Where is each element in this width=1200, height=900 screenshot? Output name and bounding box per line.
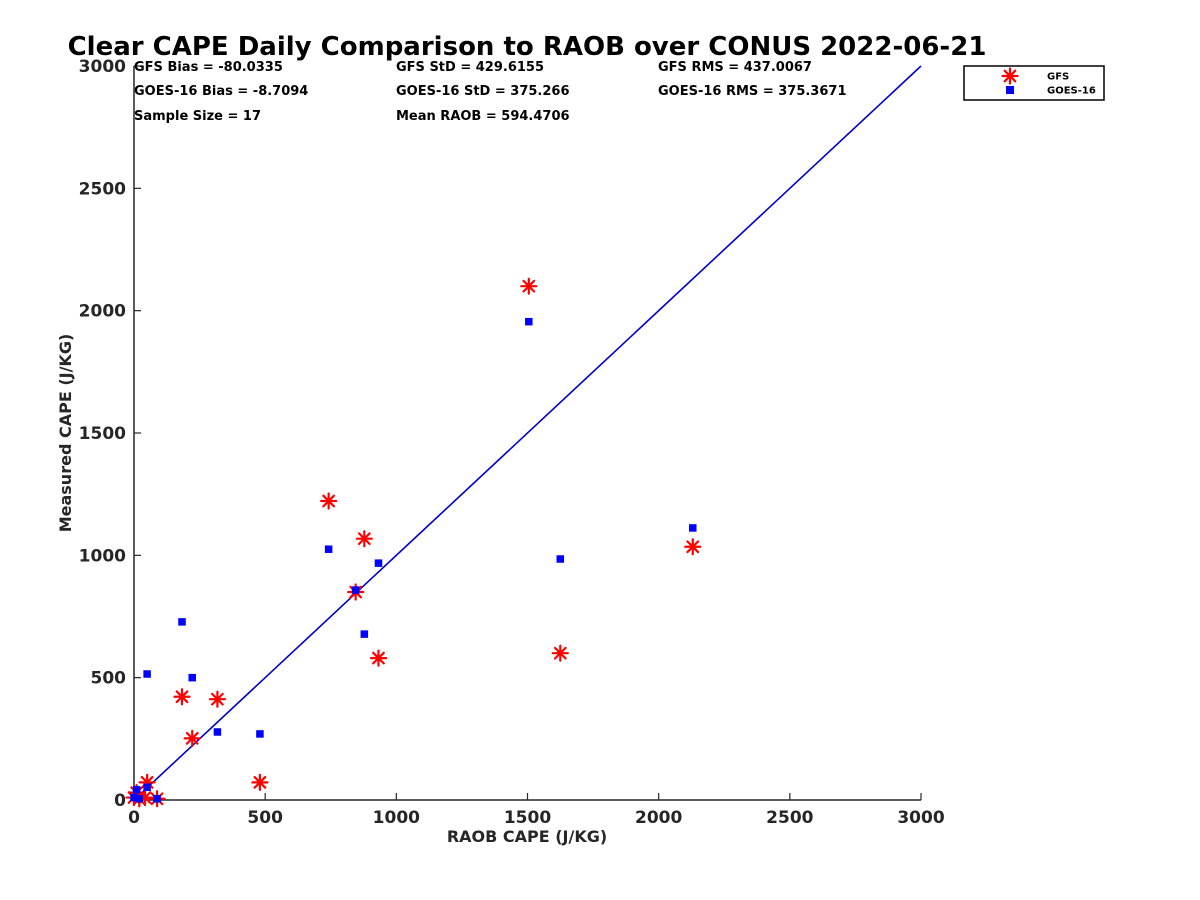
stat-text: Sample Size = 17: [134, 109, 261, 124]
goes16-point: [178, 618, 186, 626]
x-tick-label: 0: [128, 808, 140, 828]
goes16-point: [135, 795, 143, 803]
gfs-point: [208, 690, 227, 708]
legend-box: [963, 65, 1105, 101]
goes16-point: [374, 559, 383, 567]
gfs-point: [369, 649, 388, 667]
gfs-point: [183, 729, 201, 747]
stat-text: GOES-16 StD = 375.266: [396, 84, 570, 99]
x-tick-label: 1000: [373, 808, 420, 828]
stat-text: GFS Bias = -80.0335: [134, 60, 283, 75]
y-axis-ticks: 0 500 1000 1500 2000 2500 3000: [79, 57, 141, 811]
y-tick-label: 1500: [79, 424, 126, 444]
gfs-point: [551, 644, 569, 662]
y-tick-label: 2000: [79, 302, 126, 322]
y-tick-label: 2500: [79, 179, 126, 199]
x-axis-label: RAOB CAPE (J/KG): [447, 827, 607, 846]
stat-text: GFS RMS = 437.0067: [658, 60, 812, 75]
legend-label: GOES-16: [1047, 86, 1096, 97]
x-tick-label: 500: [247, 808, 283, 828]
y-tick-label: 1000: [79, 546, 126, 566]
goes16-point: [213, 728, 222, 736]
x-tick-label: 1500: [504, 808, 551, 828]
goes16-point: [360, 630, 369, 638]
y-tick-label: 500: [91, 669, 127, 689]
chart-title: Clear CAPE Daily Comparison to RAOB over…: [68, 32, 987, 62]
gfs-point: [355, 530, 373, 548]
legend-entries: GFS GOES-16: [1001, 67, 1096, 97]
goes16-point: [143, 783, 151, 792]
goes16-point: [689, 524, 697, 532]
goes16-point: [143, 670, 151, 678]
x-tick-label: 2000: [635, 808, 682, 828]
goes16-point: [132, 785, 141, 794]
one-to-one-line-path: [133, 65, 922, 801]
x-axis-ticks: 0 500 1000 1500 2000 2500 3000: [128, 793, 945, 828]
legend-goes16-marker: [1006, 86, 1014, 94]
y-tick-label: 3000: [79, 57, 126, 77]
stat-text: GFS StD = 429.6155: [396, 60, 544, 75]
goes16-point: [324, 545, 333, 553]
goes16-point: [256, 730, 264, 738]
x-tick-label: 3000: [897, 808, 944, 828]
gfs-point: [251, 773, 269, 791]
one-to-one-line: [133, 65, 922, 801]
gfs-point: [684, 538, 702, 556]
goes16-point: [188, 673, 196, 682]
stat-text: GOES-16 Bias = -8.7094: [134, 84, 308, 99]
goes16-point: [130, 793, 138, 802]
stat-text: GOES-16 RMS = 375.3671: [658, 84, 847, 99]
legend-gfs-marker: [1001, 67, 1019, 85]
statistics-panel: GFS Bias = -80.0335 GFS StD = 429.6155 GFS…: [134, 60, 847, 124]
gfs-point: [520, 277, 538, 295]
stat-text: Mean RAOB = 594.4706: [396, 109, 570, 124]
y-tick-label: 0: [114, 791, 126, 811]
gfs-point: [173, 688, 191, 706]
data-points: [125, 277, 702, 808]
goes16-point: [525, 317, 533, 326]
goes16-point: [556, 555, 565, 563]
legend-label: GFS: [1047, 72, 1069, 83]
legend: GFS GOES-16: [963, 65, 1105, 101]
gfs-point: [320, 492, 338, 510]
x-tick-label: 2500: [766, 808, 813, 828]
goes16-point: [153, 795, 161, 803]
goes16-point: [351, 586, 360, 594]
y-axis-label: Measured CAPE (J/KG): [56, 334, 75, 533]
